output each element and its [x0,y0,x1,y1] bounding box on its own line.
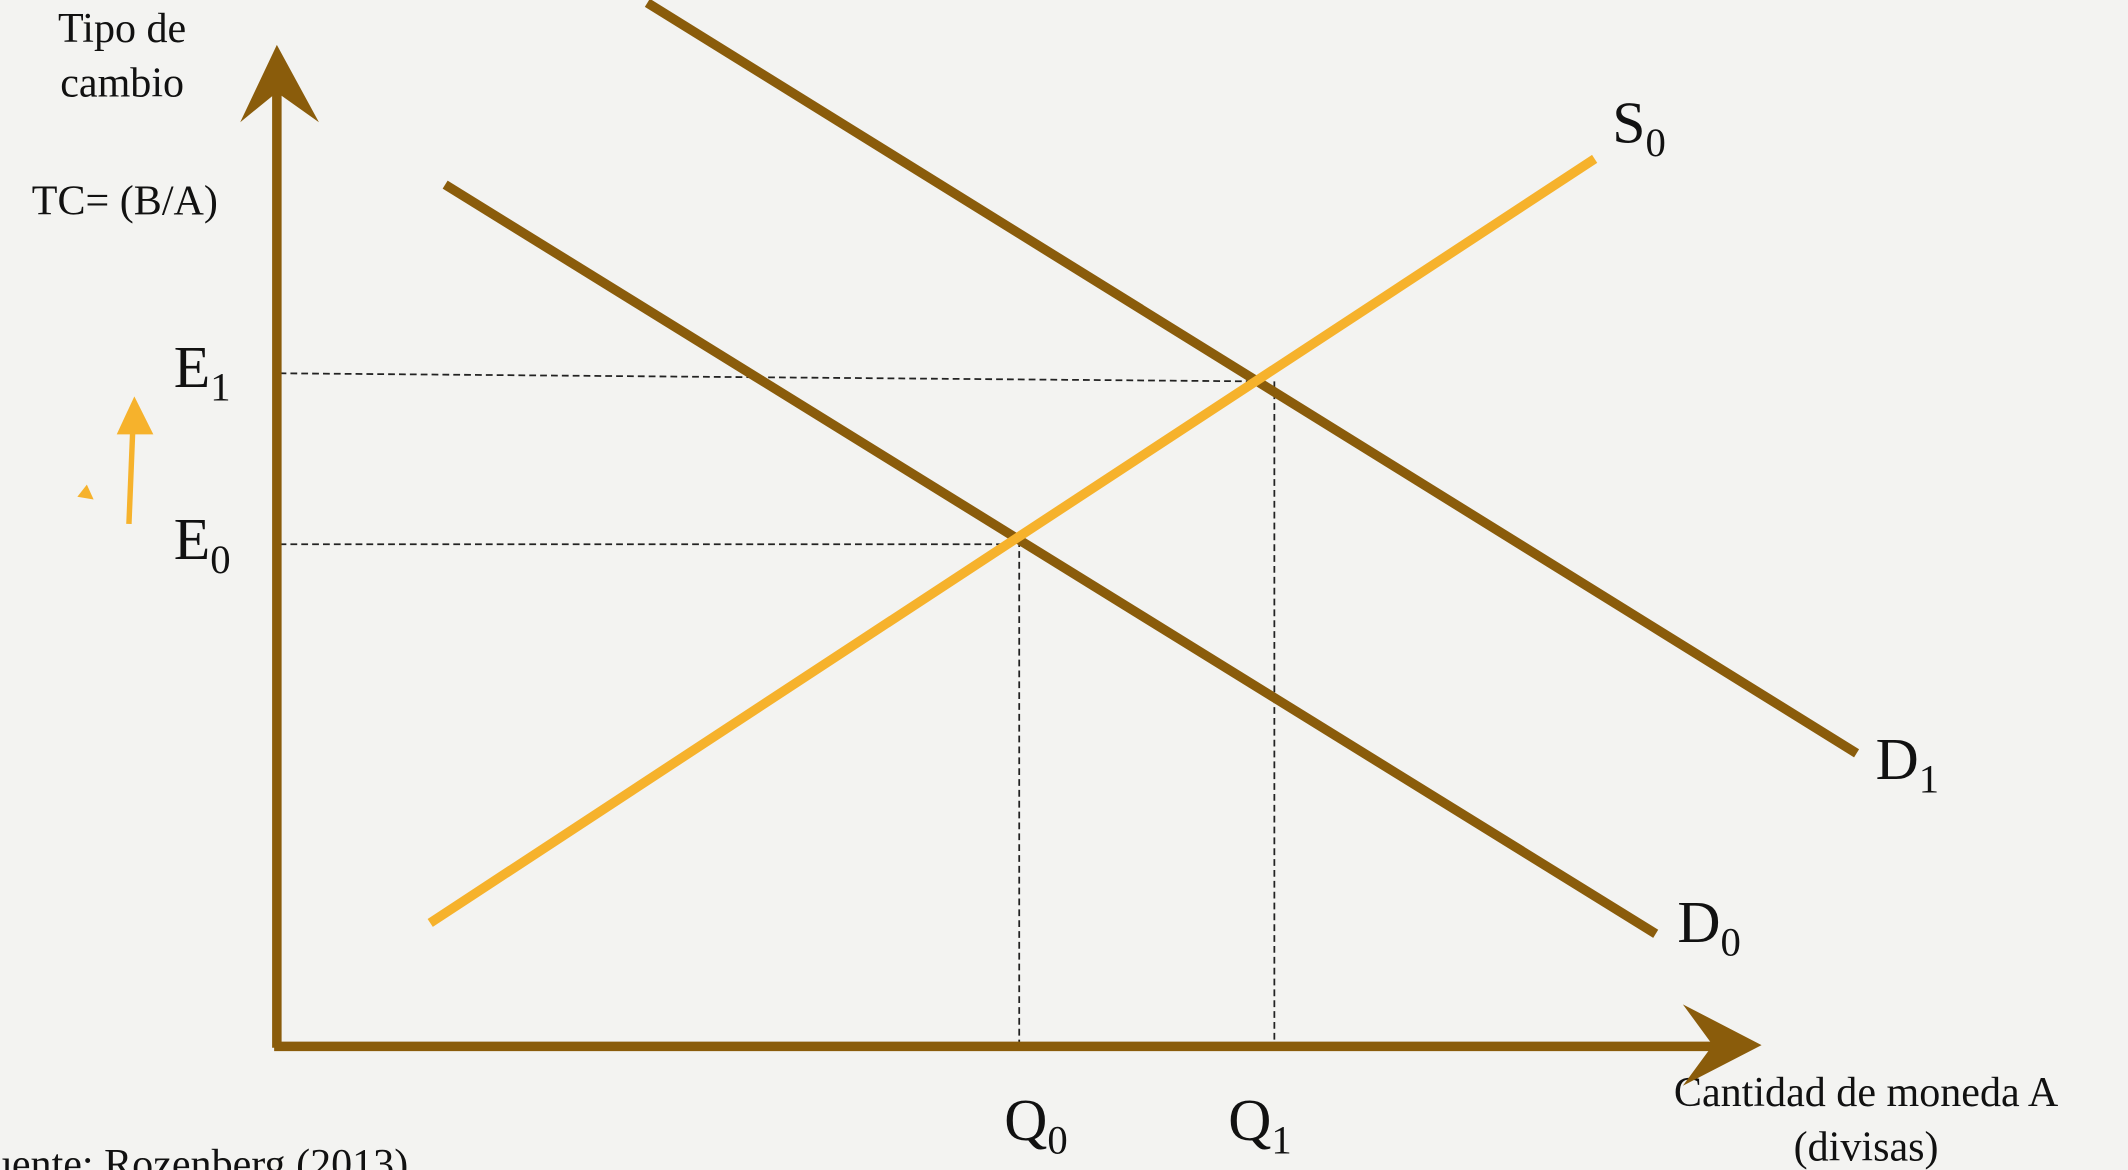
y-axis-label: Tipo de [58,6,186,52]
subscript: 1 [1271,1118,1291,1163]
supply-s0 [427,154,1598,927]
y-axis-arrow [240,44,319,123]
quantity-label: Q1 [1228,1087,1291,1163]
x-axis-arrow [1682,1004,1762,1086]
rise-arrow-head [116,396,154,435]
rise-arrow [126,423,136,525]
y-axis-label: cambio [60,60,184,106]
x-axis-label: Cantidad de moneda A [1674,1070,2059,1116]
level-label: E1 [174,334,231,410]
subscript: 0 [210,537,230,582]
subscript: 0 [1047,1118,1067,1163]
marker [77,484,94,500]
source: Fuente: Rozenberg (2013) [0,1142,408,1170]
demand-d0 [442,180,1659,938]
subscript: 1 [1919,757,1939,802]
letter: Q [1228,1087,1271,1153]
subscript: 0 [1646,120,1666,165]
letter: D [1876,726,1919,792]
letter: S [1612,90,1645,156]
curve-label: D1 [1876,726,1939,802]
subscript: 0 [1721,920,1741,965]
curve-label: D0 [1677,889,1740,965]
guide-e1 [279,372,1263,383]
quantity-label: Q0 [1004,1087,1067,1163]
letter: E [174,334,210,400]
letter: Q [1004,1087,1047,1153]
subscript: 1 [210,364,230,409]
level-label: E0 [174,506,231,582]
curve-label: S0 [1612,90,1666,166]
letter: D [1677,889,1720,955]
y-axis-unit: TC= (B/A) [32,178,218,224]
letter: E [174,506,210,572]
x-axis-label: (divisas) [1794,1124,1939,1170]
